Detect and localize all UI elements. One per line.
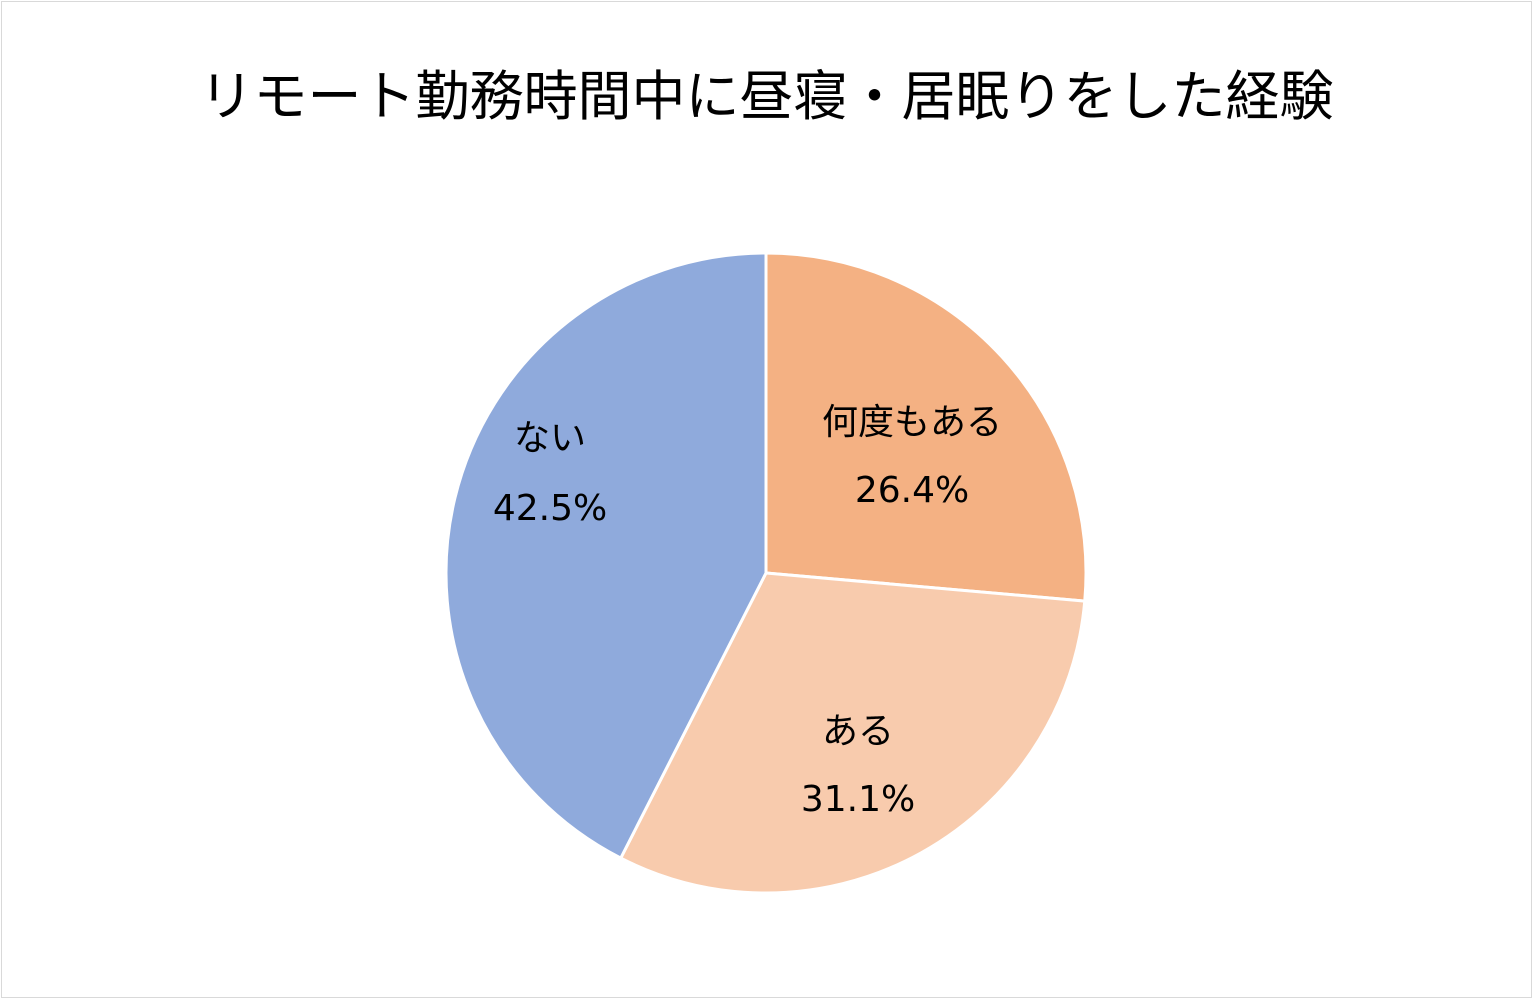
- pie-slice-1: [764, 251, 1088, 603]
- slice-value-label: 31.1%: [801, 779, 915, 820]
- slice-value-label: 42.5%: [493, 488, 607, 529]
- pie-slice-3: [444, 251, 768, 861]
- chart-title: リモート勤務時間中に昼寝・居眠りをした経験: [199, 65, 1334, 128]
- slice-category-label: 何度もある: [822, 402, 1002, 443]
- slice-category-label: ある: [822, 711, 894, 752]
- slice-value-label: 26.4%: [855, 470, 969, 511]
- pie-slice-2: [618, 571, 1087, 895]
- slice-category-label: ない: [514, 418, 586, 459]
